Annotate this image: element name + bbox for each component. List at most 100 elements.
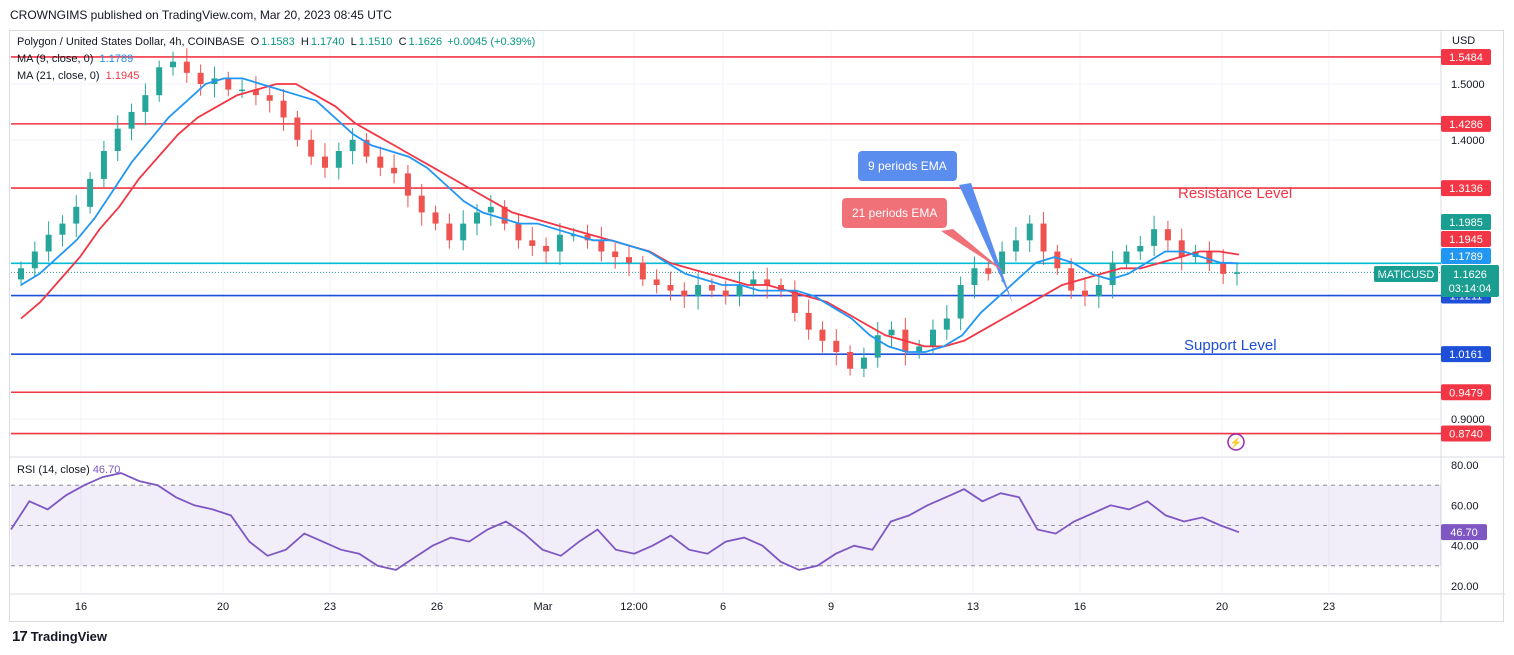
candle-body: [377, 156, 384, 168]
candle-body: [930, 329, 936, 347]
candle-body: [971, 268, 978, 285]
ma9-legend[interactable]: MA (9, close, 0) 1.1789: [17, 53, 133, 65]
support-label[interactable]: Support Level: [1184, 337, 1277, 354]
level-tag: [1441, 346, 1491, 363]
candle-body: [1109, 262, 1116, 285]
candle-body: [722, 290, 729, 297]
candle-body: [460, 223, 467, 241]
currency-label: USD: [1452, 35, 1475, 47]
candle-body: [708, 285, 715, 291]
symbol-title[interactable]: Polygon / United States Dollar, 4h, COIN…: [17, 36, 245, 48]
candle-body: [626, 257, 632, 263]
candle-body: [294, 117, 301, 140]
ma9-label: MA (9, close, 0): [17, 53, 94, 65]
rsi-value-tag: [1441, 524, 1487, 541]
candle-body: [985, 268, 992, 274]
level-tag: [1441, 384, 1491, 401]
candle-body: [667, 285, 674, 291]
candle-body: [943, 318, 950, 330]
candle-body: [764, 279, 771, 285]
price-tag: [1441, 214, 1491, 230]
candle-body: [778, 285, 784, 291]
y-tick-label: 1.4000: [1451, 135, 1485, 147]
candle-body: [128, 111, 135, 129]
candle-body: [45, 234, 52, 252]
candle-body: [1068, 268, 1075, 291]
y-tick-label: 1.5000: [1451, 79, 1485, 91]
change-value: +0.0045 (+0.39%): [447, 36, 536, 48]
candle-body: [1234, 272, 1240, 274]
chart-frame[interactable]: 16 20 23 26 Mar 12:00 6 9 13 16 20 23 USD 1.5000 1.400…: [9, 30, 1505, 623]
price-tag: [1441, 231, 1491, 247]
candle-body: [31, 251, 38, 269]
x-tick-label: 16: [75, 601, 87, 613]
candle-body: [999, 251, 1006, 274]
x-tick-label: 12:00: [620, 601, 648, 613]
candle-body: [543, 245, 550, 252]
candle-body: [653, 279, 660, 285]
candle-body: [322, 156, 328, 168]
rsi-tick-label: 80.00: [1451, 460, 1479, 472]
price-tag-label: 1.1789: [1449, 251, 1483, 263]
candle-body: [860, 357, 867, 369]
open-label: O: [250, 36, 260, 48]
candle-body: [1137, 245, 1144, 252]
candle-body: [556, 234, 563, 252]
alert-icon-glyph: ⚡: [1230, 436, 1242, 449]
open-value: 1.1583: [261, 36, 295, 48]
rsi-legend[interactable]: RSI (14, close) 46.70: [17, 464, 120, 476]
candle-body: [487, 206, 494, 213]
price-tag-label: 1.1985: [1449, 217, 1483, 229]
candle-body: [280, 100, 287, 118]
candle-body: [957, 285, 964, 319]
candle-body: [736, 285, 743, 297]
high-label: H: [300, 36, 309, 48]
candle-body: [1123, 251, 1130, 263]
candle-body: [1206, 251, 1213, 263]
candle-body: [404, 173, 411, 196]
level-tag-label: 0.8740: [1449, 429, 1483, 441]
ma9-value: 1.1789: [99, 53, 134, 65]
ema21-annotation[interactable]: 21 periods EMA: [842, 198, 948, 228]
candle-body: [791, 290, 798, 313]
candle-body: [335, 151, 342, 168]
resistance-label[interactable]: Resistance Level: [1178, 185, 1293, 202]
chart-canvas[interactable]: 16 20 23 26 Mar 12:00 6 9 13 16 20 23 USD 1.5000 1.400…: [10, 31, 1505, 623]
candle-body: [805, 312, 812, 330]
candle-body: [501, 206, 508, 224]
candle-body: [239, 89, 246, 92]
candle-body: [515, 223, 522, 241]
x-tick-label: 20: [217, 601, 229, 613]
alert-icon: [1227, 433, 1245, 451]
candle-body: [1082, 290, 1088, 297]
rsi-label: RSI (14, close): [17, 464, 90, 476]
candle-body: [474, 212, 480, 224]
low-label: L: [350, 36, 357, 48]
level-tag-label: 1.5484: [1449, 52, 1483, 64]
symbol-legend: Polygon / United States Dollar, 4h, COIN…: [17, 36, 535, 48]
candle-body: [916, 346, 923, 352]
candle-body: [1095, 285, 1102, 297]
candle-body: [266, 95, 273, 101]
x-tick-label: 13: [967, 601, 979, 613]
candle-body: [73, 206, 80, 224]
price-tag: [1441, 248, 1491, 264]
candle-body: [197, 72, 204, 84]
rsi-line: [10, 472, 1240, 571]
candle-body: [363, 139, 370, 157]
rsi-value-label: 46.70: [1450, 527, 1478, 539]
low-value: 1.1510: [358, 36, 393, 48]
ma21-legend[interactable]: MA (21, close, 0) 1.1945: [17, 70, 139, 82]
level-tag-label: 1.0161: [1449, 349, 1483, 361]
candle-body: [1220, 262, 1227, 274]
publisher-line: CROWNGIMS published on TradingView.com, …: [10, 8, 392, 22]
ema9-arrow: [959, 183, 1013, 304]
candle-body: [87, 178, 94, 207]
rsi-legend-value: 46.70: [92, 464, 121, 476]
candle-body: [1164, 229, 1171, 241]
high-value: 1.1740: [310, 36, 345, 48]
level-tag-label: 1.4286: [1449, 119, 1483, 131]
ema9-annotation[interactable]: 9 periods EMA: [858, 151, 957, 181]
tradingview-logo[interactable]: 17 TradingView: [12, 628, 107, 645]
candle-body: [833, 340, 840, 352]
